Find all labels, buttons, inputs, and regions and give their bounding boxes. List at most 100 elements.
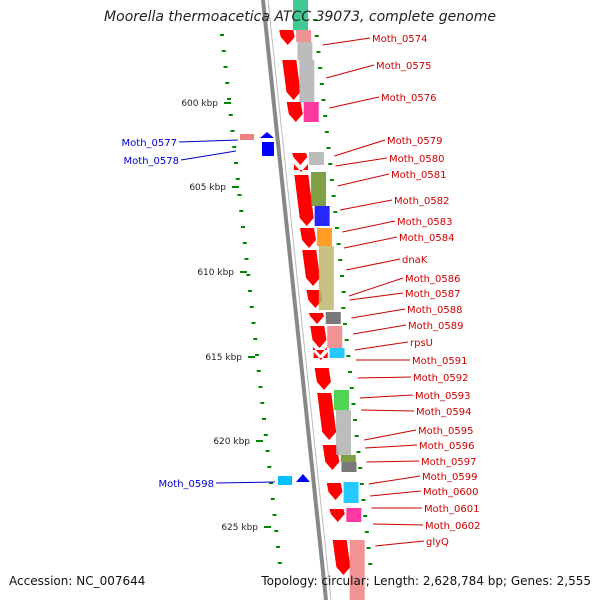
forward-gene-arrow [310,326,327,348]
forward-gene-arrow [314,368,331,390]
leader-line [342,220,396,233]
cog-category-block [329,348,345,358]
forward-gene-arrow [292,153,308,165]
cog-category-block [346,508,362,522]
genome-backbone-inner [267,0,332,600]
leader-line [373,523,424,526]
gene-label-forward: Moth_0594 [416,407,471,418]
leader-line [364,429,417,441]
leader-line [349,292,404,301]
leader-line [322,37,371,46]
gene-label-forward: Moth_0588 [407,305,462,316]
cog-category-block [349,540,365,600]
gene-label-forward: Moth_0596 [419,441,474,452]
leader-line [351,308,406,319]
gene-label-forward: Moth_0584 [399,233,454,244]
gene-label-forward: Moth_0601 [424,504,479,515]
leader-line [375,540,425,547]
gene-label-reverse: Moth_0598 [159,479,214,490]
gene-label-forward: Moth_0581 [391,170,446,181]
leader-line [337,173,390,187]
genome-stats: Topology: circular; Length: 2,628,784 bp… [261,574,591,588]
leader-line [354,341,409,351]
leader-line [361,409,415,412]
gene-label-forward: Moth_0597 [421,457,476,468]
forward-gene-arrow [282,60,301,100]
forward-gene-arrow [322,445,340,470]
gene-label-forward: Moth_0589 [408,321,463,332]
leader-line [357,376,412,379]
gene-label-reverse: Moth_0578 [124,156,179,167]
kbp-tick-label: 625 kbp [221,523,258,533]
leader-line [326,64,375,79]
gene-label-forward: glyQ [426,537,449,548]
reverse-gene-arrow [296,474,310,482]
leader-line [329,96,380,109]
cog-category-block [318,246,334,310]
cog-category-block [299,60,315,102]
cog-category-block [296,30,312,42]
leader-line [334,139,386,157]
cog-category-block [340,455,356,462]
leader-line [335,157,388,167]
leader-line [366,460,420,463]
gene-label-reverse: Moth_0577 [122,138,177,149]
forward-gene-arrow [308,313,325,324]
leader-line [343,236,398,249]
forward-gene-arrow [294,175,314,226]
leader-line [178,139,239,143]
gene-label-forward: Moth_0574 [372,34,427,45]
gene-label-forward: Moth_0595 [418,426,473,437]
kbp-tick-label: 620 kbp [213,437,250,447]
gene-label-forward: Moth_0579 [387,136,442,147]
leader-line [359,394,414,399]
cog-category-block [240,134,254,140]
forward-gene-arrow [293,164,309,172]
gene-label-forward: Moth_0582 [394,196,449,207]
cog-category-block [341,462,357,472]
kbp-tick-label: 615 kbp [205,353,242,363]
leader-line [370,490,422,497]
reverse-gene-arrow [262,142,274,156]
cog-category-block [327,326,343,348]
cog-category-block [325,312,341,324]
genome-backbone [261,0,328,600]
forward-gene-arrow [286,102,303,122]
gene-label-forward: Moth_0576 [381,93,436,104]
cog-category-block [308,152,324,165]
reverse-gene-arrow [260,132,274,138]
gene-label-forward: Moth_0583 [397,217,452,228]
gene-label-forward: Moth_0575 [376,61,431,72]
cog-category-block [293,0,308,30]
gene-label-forward: rpsU [410,338,433,349]
accession-label: Accession: NC_007644 [9,574,146,588]
cog-category-block [297,42,313,60]
forward-gene-arrow [329,509,345,522]
kbp-tick-label: 600 kbp [181,99,218,109]
gene-label-forward: Moth_0599 [422,472,477,483]
gene-label-forward: Moth_0593 [415,391,470,402]
leader-line [365,444,418,449]
cog-category-block [336,410,352,455]
cog-category-block [278,476,292,485]
forward-gene-arrow [279,30,295,45]
leader-line [339,199,393,211]
gene-label-forward: Moth_0592 [413,373,468,384]
cog-category-block [311,172,327,206]
cog-category-block [343,482,359,503]
genome-title: Moorella thermoacetica ATCC 39073, compl… [104,9,496,25]
cog-category-block [333,390,349,410]
forward-gene-arrow [332,540,351,575]
forward-gene-arrow [312,347,328,355]
gene-label-forward: dnaK [402,255,428,266]
forward-gene-arrow [317,393,337,440]
gene-label-forward: Moth_0600 [423,487,478,498]
leader-line [215,481,276,484]
gene-label-forward: Moth_0580 [389,154,444,165]
leader-line [346,258,401,271]
gene-label-forward: Moth_0586 [405,274,460,285]
forward-gene-arrow [299,228,317,248]
forward-gene-arrow [326,483,343,500]
forward-gene-arrow [313,352,328,360]
